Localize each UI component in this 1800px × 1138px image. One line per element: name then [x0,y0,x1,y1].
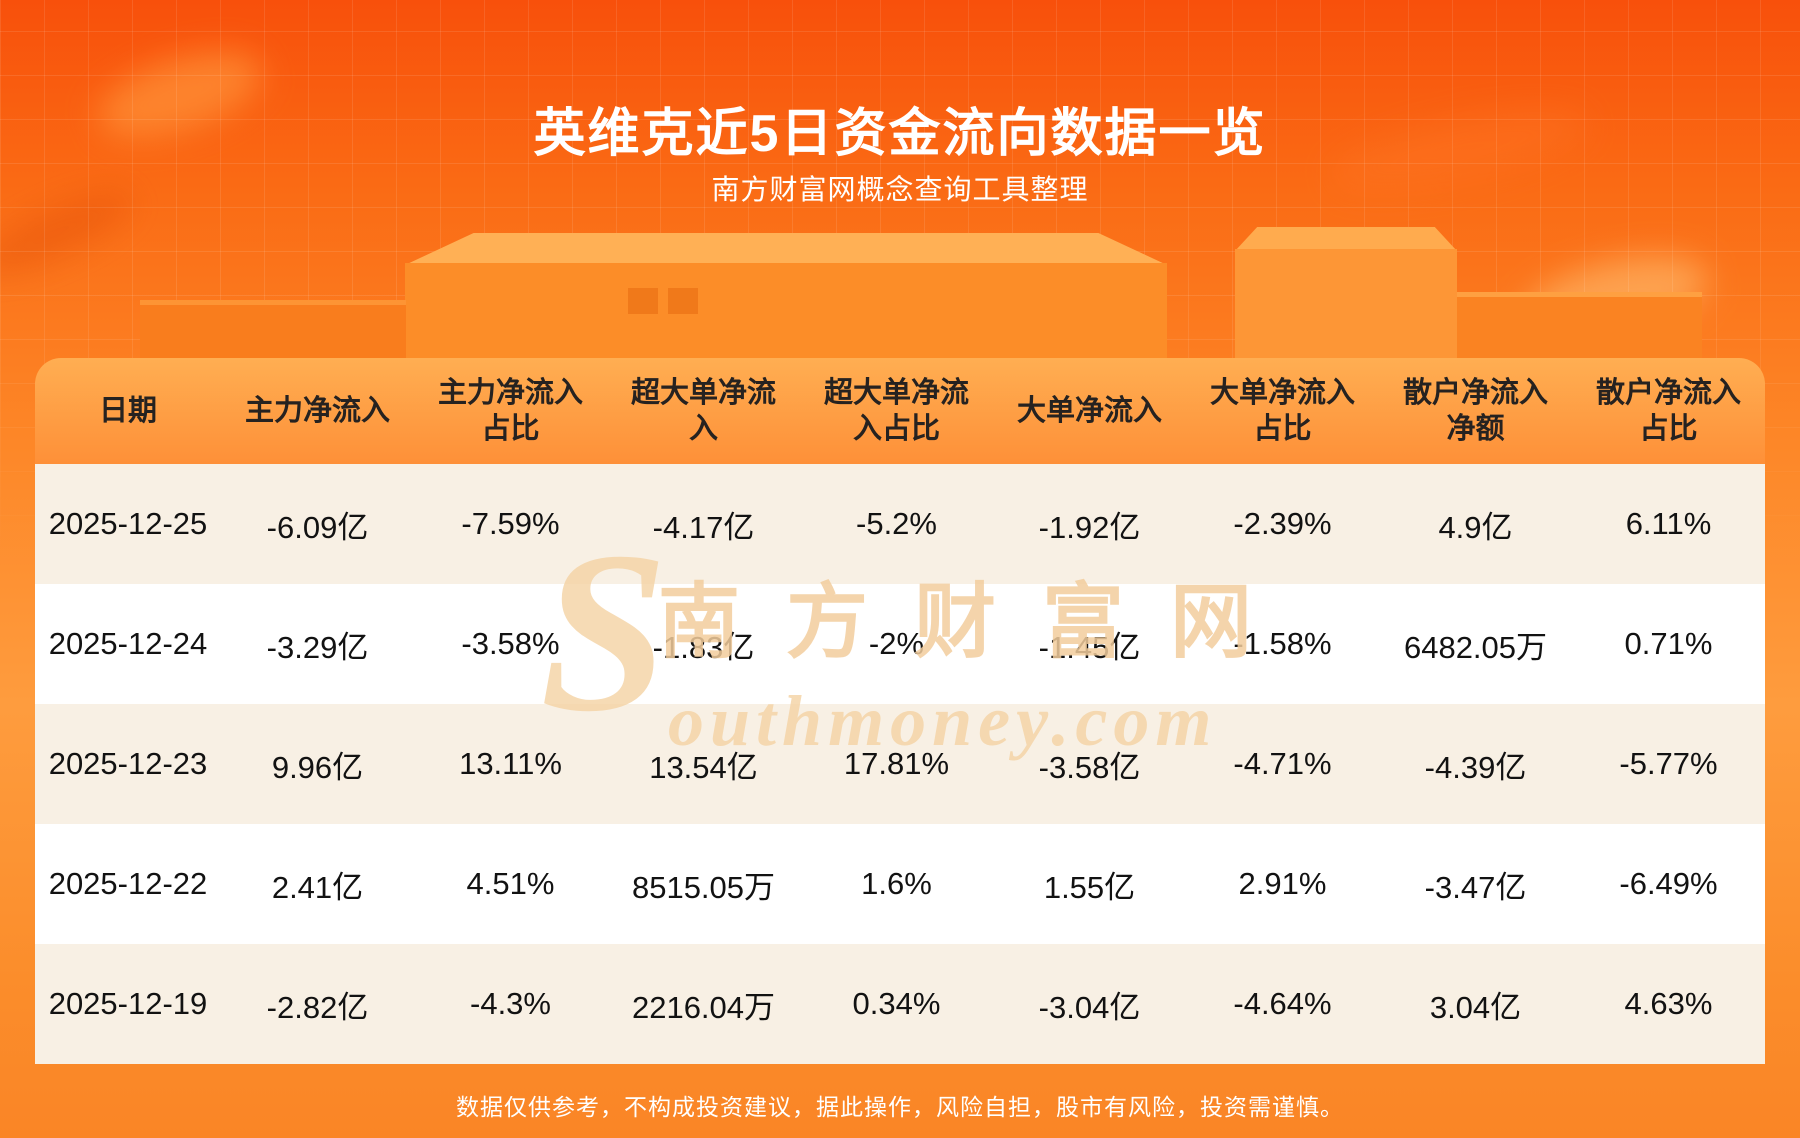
value-cell: -3.47亿 [1379,824,1572,944]
disclaimer-text: 数据仅供参考，不构成投资建议，据此操作，风险自担，股市有风险，投资需谨慎。 [456,1094,1344,1120]
podium-right-top-face [1235,227,1457,251]
column-header: 主力净流入 [221,358,414,464]
capital-flow-table: 日期 主力净流入 主力净流入 占比 超大单净流 入超大单净流 入占比 大单净流入 大单净流… [35,358,1765,1064]
column-header: 散户净流入 占比 [1572,358,1765,464]
date-cell: 2025-12-25 [35,464,221,584]
podium-right-block [1235,249,1457,363]
value-cell: -3.04亿 [993,944,1186,1064]
table-header-row: 日期 主力净流入 主力净流入 占比 超大单净流 入超大单净流 入占比 大单净流入 大单净流… [35,358,1765,464]
value-cell: -1.58% [1186,584,1379,704]
podium-far-right-block [1457,292,1702,367]
table-row: 2025-12-23 9.96亿 13.11% 13.54亿 17.81% -3.58亿 -… [35,704,1765,824]
value-cell: 13.11% [414,704,607,824]
value-cell: 2.91% [1186,824,1379,944]
value-cell: -2% [800,584,993,704]
value-cell: -2.82亿 [221,944,414,1064]
podium-vent-detail [628,288,658,314]
table-row: 2025-12-24 -3.29亿 -3.58% -1.83亿 -2% -1.45亿 -1.… [35,584,1765,704]
value-cell: 6482.05万 [1379,584,1572,704]
table-body: 2025-12-25 -6.09亿 -7.59% -4.17亿 -5.2% -1.92亿 -… [35,464,1765,1064]
value-cell: -5.77% [1572,704,1765,824]
value-cell: -3.58% [414,584,607,704]
value-cell: 4.51% [414,824,607,944]
value-cell: -1.92亿 [993,464,1186,584]
value-cell: 1.55亿 [993,824,1186,944]
table-header: 日期 主力净流入 主力净流入 占比 超大单净流 入超大单净流 入占比 大单净流入 大单净流… [35,358,1765,464]
value-cell: 1.6% [800,824,993,944]
column-header: 超大单净流 入 [607,358,800,464]
value-cell: -1.83亿 [607,584,800,704]
value-cell: 4.9亿 [1379,464,1572,584]
date-cell: 2025-12-22 [35,824,221,944]
podium-center-top-face [405,233,1167,265]
column-header: 超大单净流 入占比 [800,358,993,464]
column-header: 日期 [35,358,221,464]
value-cell: -4.39亿 [1379,704,1572,824]
value-cell: 13.54亿 [607,704,800,824]
value-cell: -7.59% [414,464,607,584]
column-header: 散户净流入 净额 [1379,358,1572,464]
column-header: 大单净流入 [993,358,1186,464]
value-cell: 9.96亿 [221,704,414,824]
podium-vent-detail [668,288,698,314]
date-cell: 2025-12-19 [35,944,221,1064]
value-cell: 2216.04万 [607,944,800,1064]
page-title: 英维克近5日资金流向数据一览 [533,104,1267,163]
value-cell: -3.29亿 [221,584,414,704]
date-cell: 2025-12-23 [35,704,221,824]
value-cell: -6.49% [1572,824,1765,944]
table-row: 2025-12-22 2.41亿 4.51% 8515.05万 1.6% 1.55亿 2.9… [35,824,1765,944]
value-cell: -2.39% [1186,464,1379,584]
table-row: 2025-12-19 -2.82亿 -4.3% 2216.04万 0.34% -3.04亿… [35,944,1765,1064]
value-cell: -4.64% [1186,944,1379,1064]
value-cell: 3.04亿 [1379,944,1572,1064]
decor-light-streak [1513,240,1717,358]
value-cell: 0.71% [1572,584,1765,704]
value-cell: -1.45亿 [993,584,1186,704]
value-cell: 17.81% [800,704,993,824]
date-cell: 2025-12-24 [35,584,221,704]
column-header: 主力净流入 占比 [414,358,607,464]
podium-left-block [140,300,406,367]
column-header: 大单净流入 占比 [1186,358,1379,464]
value-cell: 2.41亿 [221,824,414,944]
value-cell: 8515.05万 [607,824,800,944]
value-cell: -5.2% [800,464,993,584]
podium-center-front-face [405,263,1167,363]
page-subtitle: 南方财富网概念查询工具整理 [711,174,1089,205]
value-cell: 6.11% [1572,464,1765,584]
value-cell: 0.34% [800,944,993,1064]
value-cell: -4.3% [414,944,607,1064]
value-cell: -4.71% [1186,704,1379,824]
value-cell: -4.17亿 [607,464,800,584]
value-cell: -6.09亿 [221,464,414,584]
table-row: 2025-12-25 -6.09亿 -7.59% -4.17亿 -5.2% -1.92亿 -… [35,464,1765,584]
value-cell: 4.63% [1572,944,1765,1064]
value-cell: -3.58亿 [993,704,1186,824]
